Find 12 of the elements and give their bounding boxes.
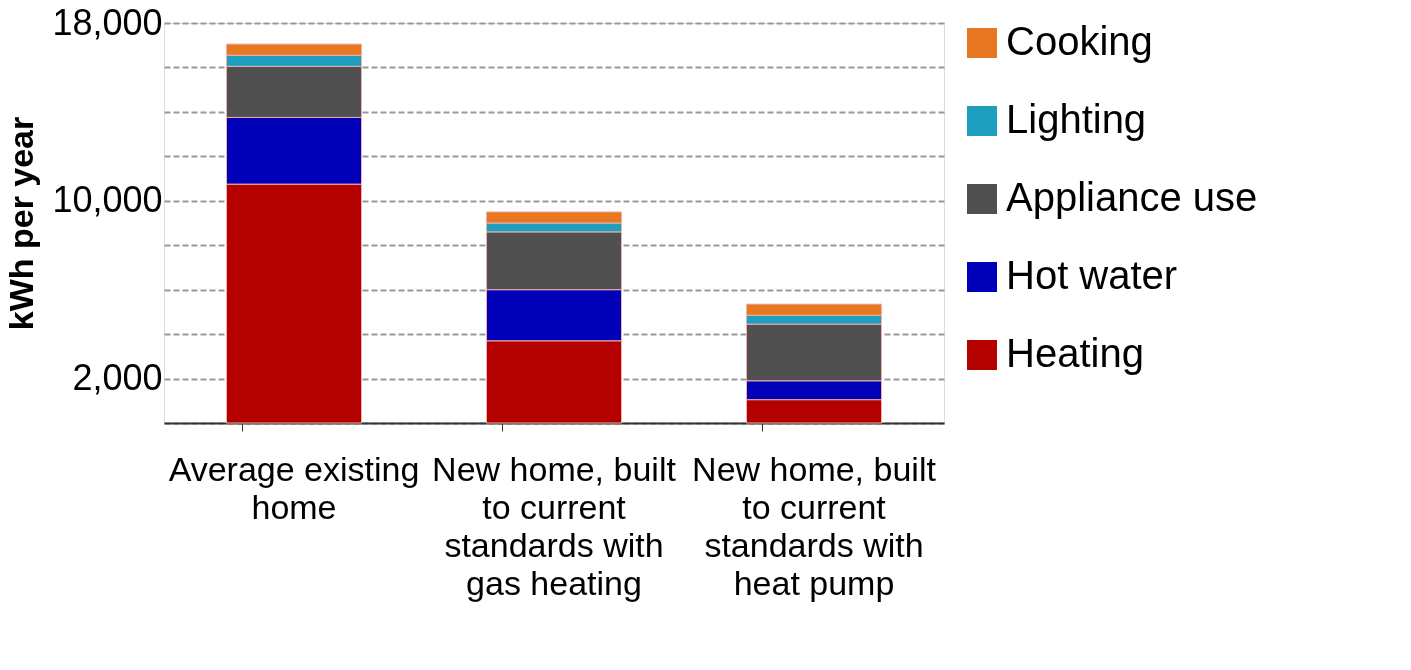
legend-label: Appliance use bbox=[1006, 175, 1258, 219]
legend-label: Hot water bbox=[1006, 253, 1178, 297]
x-tick-label: New home, built to current standards with gas heating bbox=[432, 449, 677, 602]
y-tick-label: 10,000 bbox=[52, 179, 163, 221]
y-axis-title: kWh per year bbox=[2, 116, 41, 331]
y-tick-label: 18,000 bbox=[52, 1, 163, 43]
x-tick-label: New home, built to current standards with heat pump bbox=[692, 449, 937, 602]
x-tick-label: Average existing home bbox=[168, 449, 420, 526]
legend-label: Heating bbox=[1006, 331, 1144, 375]
legend-label: Lighting bbox=[1006, 97, 1147, 141]
y-tick-label: 2,000 bbox=[72, 357, 163, 399]
legend-label: Cooking bbox=[1006, 19, 1153, 63]
